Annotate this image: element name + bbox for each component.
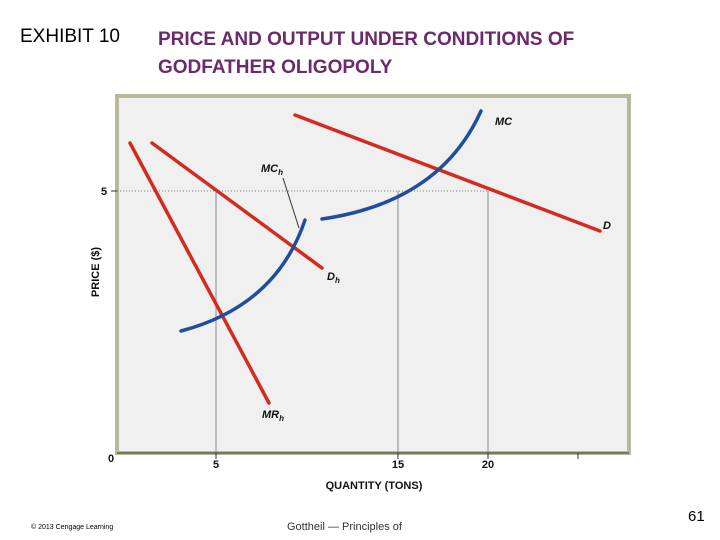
x-axis-title: QUANTITY (TONS) <box>326 480 423 492</box>
mch-label: MCh <box>261 163 283 177</box>
exhibit-title-line-1: PRICE AND OUTPUT UNDER CONDITIONS OF <box>158 29 575 50</box>
exhibit-title-line-2: GODFATHER OLIGOPOLY <box>158 57 393 78</box>
page-number: 61 <box>688 508 705 525</box>
mrh-curve <box>128 141 271 405</box>
x-tick-label-5: 5 <box>213 459 219 471</box>
mch-curve <box>179 218 307 333</box>
x-tick-label-20: 20 <box>482 459 494 471</box>
d-label: D <box>603 220 611 232</box>
mc-curve <box>320 109 483 221</box>
plot-frame <box>115 94 631 455</box>
x-tick-label-15: 15 <box>392 459 404 471</box>
exhibit-title: PRICE AND OUTPUT UNDER CONDITIONS OF GOD… <box>158 26 574 82</box>
mc-label: MC <box>495 116 513 128</box>
exhibit-number: EXHIBIT 10 <box>20 26 120 47</box>
origin-label: 0 <box>108 453 114 465</box>
x-tick-marks <box>215 453 579 459</box>
book-credit: Gottheil — Principles of <box>287 521 402 533</box>
dh-label: Dh <box>327 271 340 285</box>
mch-label-pointer <box>282 177 300 229</box>
y-axis-title: PRICE ($) <box>90 247 102 297</box>
y-tick-label-5: 5 <box>101 186 107 198</box>
d-curve <box>293 113 602 233</box>
copyright-notice: © 2013 Cengage Learning <box>31 524 114 531</box>
mrh-label: MRh <box>262 409 284 423</box>
